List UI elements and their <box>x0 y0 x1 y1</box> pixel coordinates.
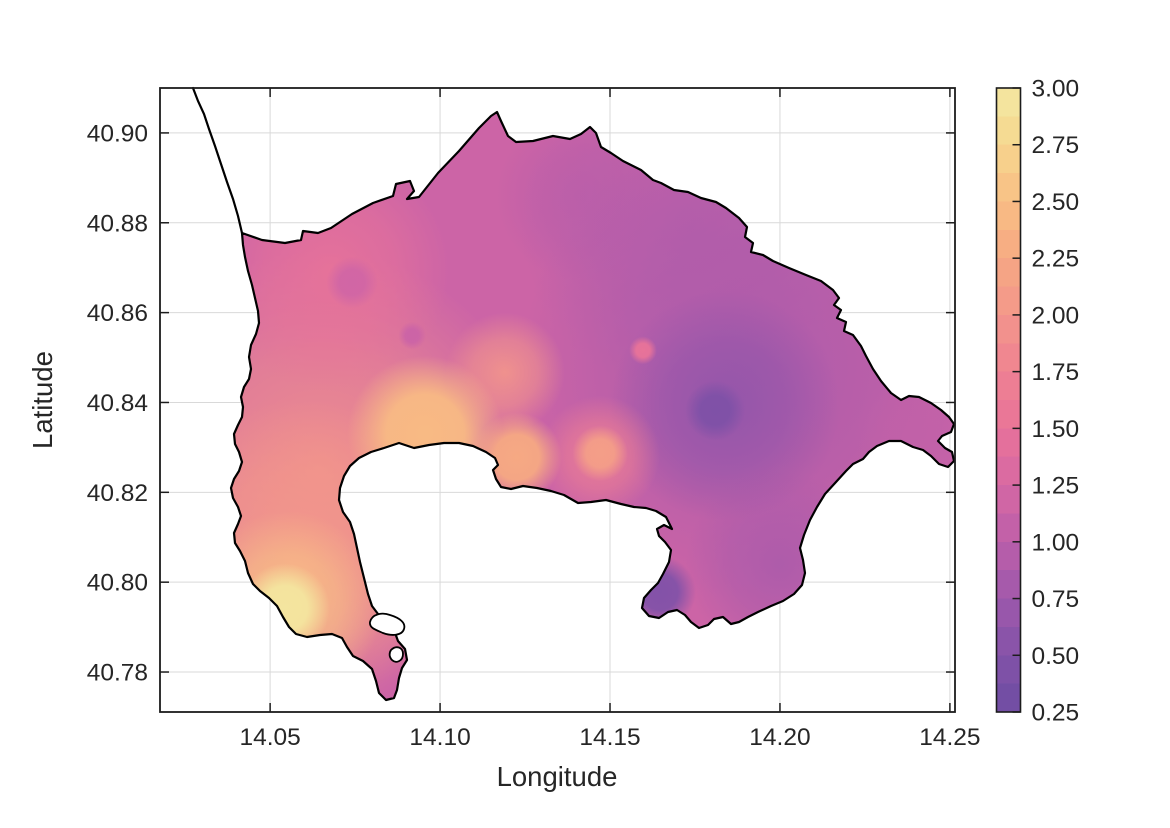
field-feature-nw-purple-dot <box>326 256 378 309</box>
colorbar-tick-label: 1.25 <box>1032 473 1080 500</box>
plot-border <box>159 87 956 713</box>
field-feature-warm-east-2 <box>572 425 629 482</box>
y-tick-label: 40.90 <box>87 120 148 147</box>
colorbar-tick-label: 1.00 <box>1032 529 1080 556</box>
field-feature-magenta-dot <box>398 321 427 350</box>
colorbar-tick-labels: 0.25 0.50 0.75 1.00 1.25 1.50 1.75 2.00 2.25 2.50… <box>1032 76 1080 727</box>
region-boundary-outline <box>229 110 956 702</box>
colorbar-tick-label: 2.50 <box>1032 189 1080 216</box>
field-feature-pink-dot <box>629 336 657 365</box>
x-tick-label: 14.05 <box>239 724 300 751</box>
colorbar-gradient <box>996 88 1021 712</box>
axis-tick-labels: 14.05 14.10 14.15 14.20 14.25 40.78 40.80 40.82… <box>87 120 981 751</box>
colorbar-tick-label: 3.00 <box>1032 76 1080 103</box>
x-tick-label: 14.20 <box>749 724 810 751</box>
x-tick-label: 14.25 <box>919 724 980 751</box>
colorbar-tick-label: 1.75 <box>1032 359 1080 386</box>
colorbar-tick-label: 2.25 <box>1032 246 1080 273</box>
interpolated-field <box>231 112 954 700</box>
colorbar-ticks <box>1012 87 1021 713</box>
colorbar-border <box>995 87 1022 713</box>
nw-coastline <box>191 86 244 235</box>
y-tick-label: 40.78 <box>87 660 148 687</box>
colorbar-tick-label: 2.00 <box>1032 302 1080 329</box>
field-feature-sw-hotspot-core <box>240 563 330 654</box>
port-inlet-hole <box>388 646 404 663</box>
y-tick-label: 40.80 <box>87 570 148 597</box>
colorbar-tick-label: 0.75 <box>1032 586 1080 613</box>
field-feature-warm-east-1 <box>472 412 562 503</box>
y-tick-label: 40.86 <box>87 300 148 327</box>
x-tick-label: 14.15 <box>579 724 640 751</box>
y-tick-label: 40.82 <box>87 480 148 507</box>
field-feature-promontory-magenta <box>855 370 954 501</box>
axis-ticks <box>160 88 955 712</box>
y-axis-label: Latitude <box>27 351 58 449</box>
x-axis-label: Longitude <box>497 761 618 792</box>
lagoon-hole <box>369 612 406 636</box>
colorbar-tick-label: 1.50 <box>1032 416 1080 443</box>
colorbar-tick-label: 2.75 <box>1032 132 1080 159</box>
colorbar-tick-label: 0.50 <box>1032 643 1080 670</box>
y-tick-label: 40.84 <box>87 390 148 417</box>
x-tick-label: 14.10 <box>409 724 470 751</box>
field-feature-east-dark-core <box>685 380 745 441</box>
y-tick-label: 40.88 <box>87 210 148 237</box>
colorbar-tick-label: 0.25 <box>1032 700 1080 727</box>
